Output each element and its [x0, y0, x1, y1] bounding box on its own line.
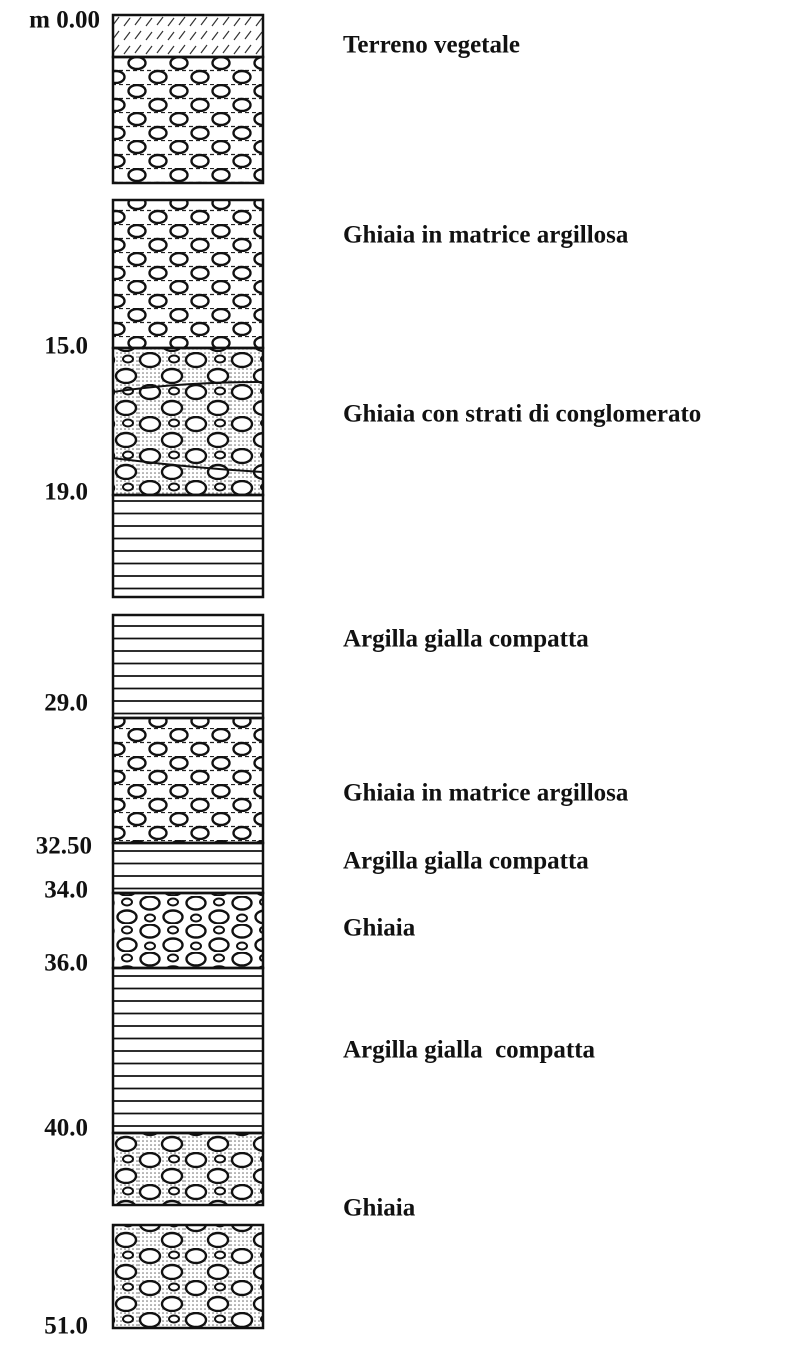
- layer-description: Ghiaia in matrice argillosa: [343, 222, 629, 249]
- layer-clay: [111, 966, 265, 1135]
- layer-gravel: [111, 891, 265, 970]
- depth-label: 51.0: [44, 1313, 88, 1340]
- layer-description: Ghiaia in matrice argillosa: [343, 780, 629, 807]
- layer-gravel-clay: [111, 55, 265, 185]
- layer-description: Argilla gialla compatta: [343, 848, 589, 875]
- depth-label: 34.0: [44, 877, 88, 904]
- layer-clay: [111, 493, 265, 599]
- column: [111, 13, 265, 1330]
- layer-description: Ghiaia: [343, 915, 416, 942]
- layer-description: Ghiaia: [343, 1195, 416, 1222]
- depth-labels: m 0.00 15.0 19.0 29.0 32.50 34.0 36.0 40…: [29, 7, 100, 1340]
- layer-description: Ghiaia con strati di conglomerato: [343, 401, 701, 428]
- depth-label: 15.0: [44, 333, 88, 360]
- layer-descriptions: Terreno vegetale Ghiaia in matrice argil…: [343, 32, 701, 1222]
- layer-clay: [111, 841, 265, 895]
- depth-label: 19.0: [44, 479, 88, 506]
- depth-label: 36.0: [44, 950, 88, 977]
- layer-gravel: [111, 1131, 265, 1207]
- depth-label: m 0.00: [29, 7, 100, 34]
- depth-label: 32.50: [36, 833, 92, 860]
- layer-clay: [111, 613, 265, 720]
- layer-description: Terreno vegetale: [343, 32, 520, 59]
- depth-label: 40.0: [44, 1115, 88, 1142]
- layer-description: Argilla gialla compatta: [343, 1037, 596, 1064]
- depth-label: 29.0: [44, 690, 88, 717]
- conglomerate-line: [112, 381, 264, 473]
- layer-description: Argilla gialla compatta: [343, 626, 589, 653]
- layer-gravel-clay: [111, 198, 265, 350]
- layer-soil: [111, 13, 265, 59]
- layer-gravel-clay: [111, 716, 265, 845]
- layer-gravel: [111, 1223, 265, 1330]
- layer-conglomerate: [111, 346, 265, 497]
